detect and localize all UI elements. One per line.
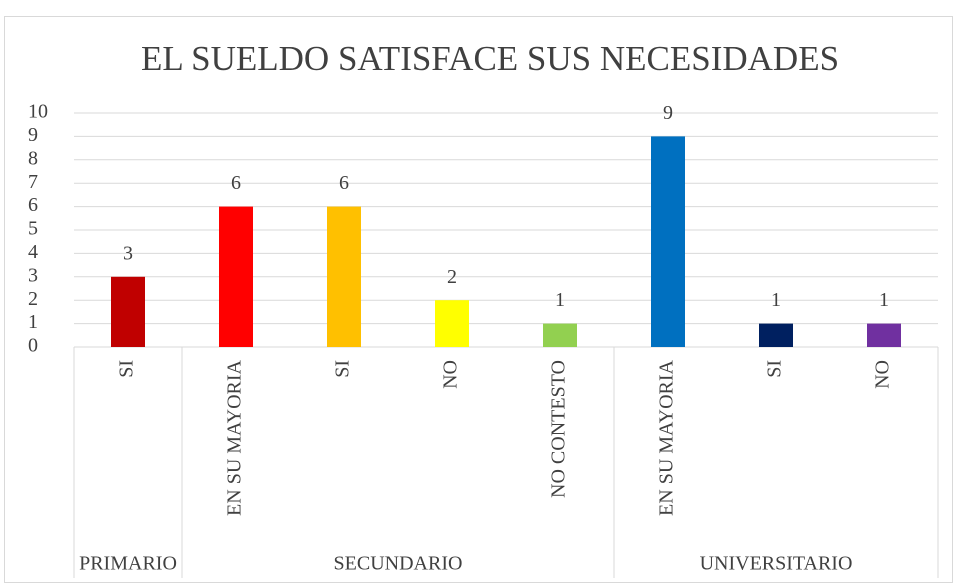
data-label: 1 (555, 289, 565, 311)
y-tick-label: 4 (28, 241, 38, 263)
x-tick-label: NO (440, 360, 462, 389)
bar (111, 276, 145, 347)
bar (543, 323, 577, 347)
x-tick-label: SI (116, 360, 138, 378)
y-tick-label: 7 (28, 171, 38, 193)
bar (759, 323, 793, 347)
y-tick-label: 6 (28, 194, 38, 216)
chart-border (4, 16, 953, 583)
x-tick-label: NO (872, 360, 894, 389)
group-label: UNIVERSITARIO (700, 553, 853, 575)
y-tick-label: 1 (28, 311, 38, 333)
data-label: 1 (771, 289, 781, 311)
y-tick-label: 8 (28, 147, 38, 169)
x-tick-label: SI (764, 360, 786, 378)
y-tick-label: 3 (28, 264, 38, 286)
data-label: 3 (123, 242, 133, 264)
y-tick-label: 10 (28, 101, 48, 123)
y-tick-label: 9 (28, 124, 38, 146)
bar (867, 323, 901, 347)
y-tick-label: 2 (28, 288, 38, 310)
x-tick-label: NO CONTESTO (548, 360, 570, 498)
bar (327, 206, 361, 347)
data-label: 6 (339, 172, 349, 194)
data-label: 9 (663, 102, 673, 124)
bar (435, 300, 469, 347)
group-label: PRIMARIO (79, 553, 177, 575)
data-label: 2 (447, 266, 457, 288)
x-tick-label: EN SU MAYORIA (656, 359, 678, 516)
x-tick-label: EN SU MAYORIA (224, 359, 246, 516)
chart-title: EL SUELDO SATISFACE SUS NECESIDADES (141, 39, 839, 78)
bar (219, 206, 253, 347)
bar (651, 136, 685, 347)
y-tick-label: 5 (28, 218, 38, 240)
y-tick-label: 0 (28, 335, 38, 357)
data-label: 6 (231, 172, 241, 194)
group-label: SECUNDARIO (334, 553, 463, 575)
data-label: 1 (879, 289, 889, 311)
x-tick-label: SI (332, 360, 354, 378)
